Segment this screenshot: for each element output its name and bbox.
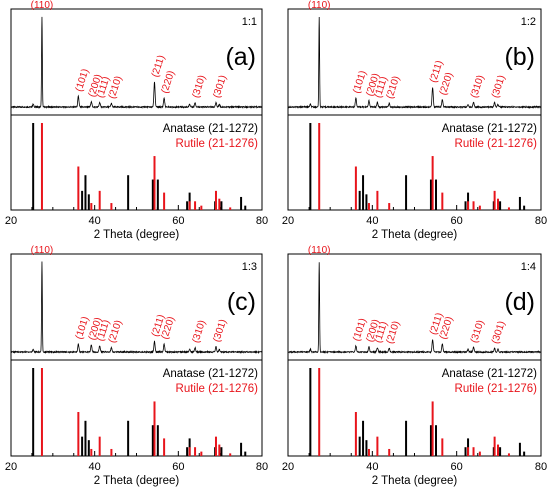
panel-ratio: 1:2 xyxy=(521,16,536,28)
x-tick-label: 80 xyxy=(535,461,547,473)
legend-anatase: Anatase (21-1272) xyxy=(442,368,537,380)
chart-panel-1: 20 40 60 80 2 Theta (degree) Anatase (21-1272… xyxy=(282,0,547,241)
x-tick-label: 20 xyxy=(5,215,17,227)
plot-frame xyxy=(10,253,263,457)
peak-label: (310) xyxy=(469,74,487,100)
peak-label: (310) xyxy=(190,319,208,345)
xrd-pattern-line xyxy=(10,261,263,355)
xrd-pattern-line xyxy=(287,262,542,355)
x-tick-label: 80 xyxy=(535,215,547,227)
plot-frame xyxy=(10,8,263,211)
legend-rutile: Rutile (21-1276) xyxy=(455,383,538,395)
chart-panel-3: 20 40 60 80 2 Theta (degree) Anatase (21-1272… xyxy=(282,245,547,487)
x-tick-label: 40 xyxy=(366,461,378,473)
legend-anatase: Anatase (21-1272) xyxy=(163,123,258,135)
x-axis-label: 2 Theta (degree) xyxy=(372,229,458,241)
x-axis-label: 2 Theta (degree) xyxy=(372,475,458,487)
panel-ratio: 1:4 xyxy=(521,261,536,273)
x-tick-label: 60 xyxy=(172,215,184,227)
panel-ratio: 1:1 xyxy=(242,16,257,28)
x-tick-label: 40 xyxy=(89,461,101,473)
x-tick-label: 20 xyxy=(282,215,294,227)
peak-label: (110) xyxy=(308,0,331,11)
x-tick-label: 60 xyxy=(172,461,184,473)
plot-frame xyxy=(287,8,542,211)
legend-rutile: Rutile (21-1276) xyxy=(176,383,259,395)
chart-panel-2: 20 40 60 80 2 Theta (degree) Anatase (21-1272… xyxy=(5,245,268,487)
plot-frame xyxy=(287,253,542,457)
panel-letter: (b) xyxy=(504,43,535,71)
panel-letter: (a) xyxy=(225,43,256,71)
legend-rutile: Rutile (21-1276) xyxy=(176,138,259,150)
peak-label: (110) xyxy=(31,0,54,11)
peak-label: (301) xyxy=(490,320,508,346)
peak-label: (301) xyxy=(211,318,229,344)
x-tick-label: 80 xyxy=(256,461,268,473)
x-tick-label: 60 xyxy=(451,461,463,473)
x-tick-label: 40 xyxy=(89,215,101,227)
x-axis-label: 2 Theta (degree) xyxy=(94,229,180,241)
panel-ratio: 1:3 xyxy=(242,261,257,273)
x-tick-label: 20 xyxy=(5,461,17,473)
x-tick-label: 80 xyxy=(256,215,268,227)
peak-label: (310) xyxy=(190,74,208,100)
xrd-pattern-line xyxy=(10,16,263,110)
peak-label: (301) xyxy=(490,74,508,100)
legend-rutile: Rutile (21-1276) xyxy=(455,138,538,150)
panel-letter: (c) xyxy=(227,288,256,316)
chart-panel-0: 20 40 60 80 2 Theta (degree) Anatase (21-1272… xyxy=(5,0,268,241)
x-tick-label: 20 xyxy=(282,461,294,473)
peak-label: (110) xyxy=(31,245,54,256)
x-axis-label: 2 Theta (degree) xyxy=(94,475,180,487)
legend-anatase: Anatase (21-1272) xyxy=(442,123,537,135)
panel-letter: (d) xyxy=(504,288,535,316)
xrd-pattern-line xyxy=(287,16,542,110)
x-tick-label: 60 xyxy=(451,215,463,227)
legend-anatase: Anatase (21-1272) xyxy=(163,368,258,380)
peak-label: (310) xyxy=(469,319,487,345)
peak-label: (301) xyxy=(211,74,229,100)
x-tick-label: 40 xyxy=(366,215,378,227)
peak-label: (110) xyxy=(308,245,331,256)
